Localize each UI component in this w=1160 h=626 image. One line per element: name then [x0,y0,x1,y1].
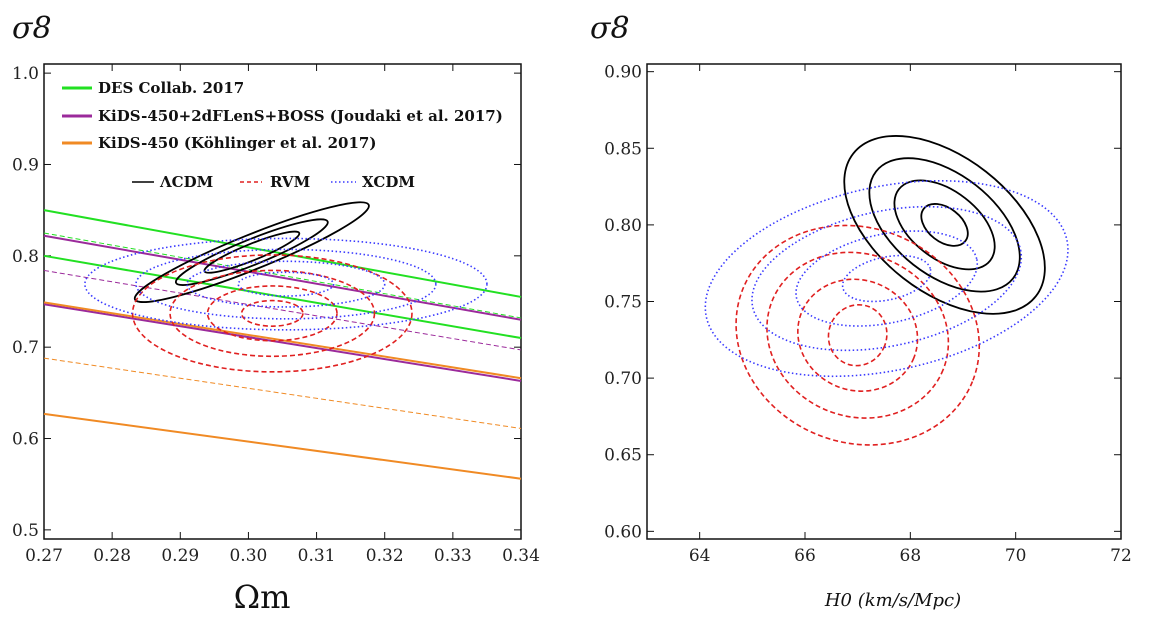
contour-rvm-3 [169,269,376,358]
contour-xcdm-1 [237,271,335,297]
contour-xcdm-2 [795,230,979,327]
x-tick-label: 64 [689,546,711,566]
panel-left-ylabel: σ8 [12,11,52,46]
y-tick-label: 0.65 [604,446,642,466]
y-tick-label: 0.75 [604,293,642,313]
y-tick-label: 0.8 [12,247,39,267]
contour-rvm-4 [131,254,413,373]
legend-label-des: DES Collab. 2017 [98,79,244,97]
y-tick-label: 0.60 [604,522,642,542]
panel-left: σ8 Ωm 0.27 0.28 0.29 0.30 0.31 0.32 0.33 0.340.… [12,11,540,616]
band-line-kids-boss-central [43,269,522,351]
panel-left-ticks: 0.27 0.28 0.29 0.30 0.31 0.32 0.33 0.34 0.5 0.6 0.… [12,64,540,566]
legend-label-rvm: RVM [270,173,310,191]
band-line-kids-450-central [43,357,522,429]
contour-rvm-1 [827,303,888,367]
x-tick-label: 70 [1005,546,1027,566]
contour-xcdm-2 [186,260,386,308]
band-line-des-lower [43,254,522,340]
x-tick-label: 0.29 [161,546,199,566]
contour-xcdm-4 [704,179,1069,378]
band-line-kids-boss-lower [43,303,522,382]
y-tick-label: 0.9 [12,155,39,175]
legend-label-kids-450: KiDS-450 (Köhlinger et al. 2017) [98,134,376,152]
x-tick-label: 0.30 [229,546,267,566]
panel-left-contours [84,201,488,373]
x-tick-label: 72 [1110,546,1132,566]
y-tick-label: 0.85 [604,139,642,159]
x-tick-label: 68 [900,546,922,566]
x-tick-label: 0.32 [366,546,404,566]
contour-rvm-1 [240,299,304,327]
contour-xcdm-1 [841,254,932,303]
x-tick-label: 0.31 [298,546,336,566]
band-line-kids-450-lower [43,412,522,480]
panel-left-lines [43,209,522,480]
panel-right-ylabel: σ8 [590,11,630,46]
x-tick-label: 0.27 [25,546,63,566]
panel-right-xlabel: H0 (km/s/Mpc) [824,590,961,611]
contour-cdm-2 [174,218,329,286]
x-tick-label: 66 [794,546,816,566]
x-tick-label: 0.28 [93,546,131,566]
contour-cdm-3 [133,201,370,303]
contour-rvm-2 [206,285,338,342]
legend-label-xcdm: XCDM [362,173,415,191]
contour-xcdm-4 [84,237,488,331]
contour-xcdm-3 [751,205,1023,352]
contour-xcdm-3 [135,248,437,320]
y-tick-label: 0.80 [604,216,642,236]
x-tick-label: 0.34 [502,546,540,566]
panel-left-frame [43,63,522,540]
x-tick-label: 0.33 [434,546,472,566]
legend: DES Collab. 2017 KiDS-450+2dFLenS+BOSS (… [62,79,503,191]
y-tick-label: 0.90 [604,63,642,83]
y-tick-label: 0.7 [12,338,39,358]
contour-rvm-3 [766,251,950,419]
legend-label-kids-boss: KiDS-450+2dFLenS+BOSS (Joudaki et al. 20… [98,107,503,125]
contour-cdm-1 [920,203,969,247]
panel-right-ticks: 64 66 68 70 72 0.60 0.65 0.70 0.75 0.80 0.85 0.90 [604,63,1132,566]
panel-left-xlabel: Ωm [234,578,291,616]
panel-right: σ8 H0 (km/s/Mpc) 64 66 68 70 72 0.60 0.65 0.70 0… [590,11,1132,611]
contour-rvm-4 [735,224,981,446]
y-tick-label: 0.6 [12,430,39,450]
panel-right-contours [704,135,1069,446]
contour-cdm-2 [893,179,996,271]
legend-label-lcdm: ΛCDM [159,173,213,191]
contour-cdm-4 [843,135,1046,315]
y-tick-label: 0.5 [12,521,39,541]
y-tick-label: 1.0 [12,64,39,84]
band-line-kids-boss-upper [43,234,522,321]
y-tick-label: 0.70 [604,369,642,389]
contour-rvm-2 [797,278,919,392]
contour-cdm-3 [868,157,1021,293]
band-line-des-central [43,232,522,319]
